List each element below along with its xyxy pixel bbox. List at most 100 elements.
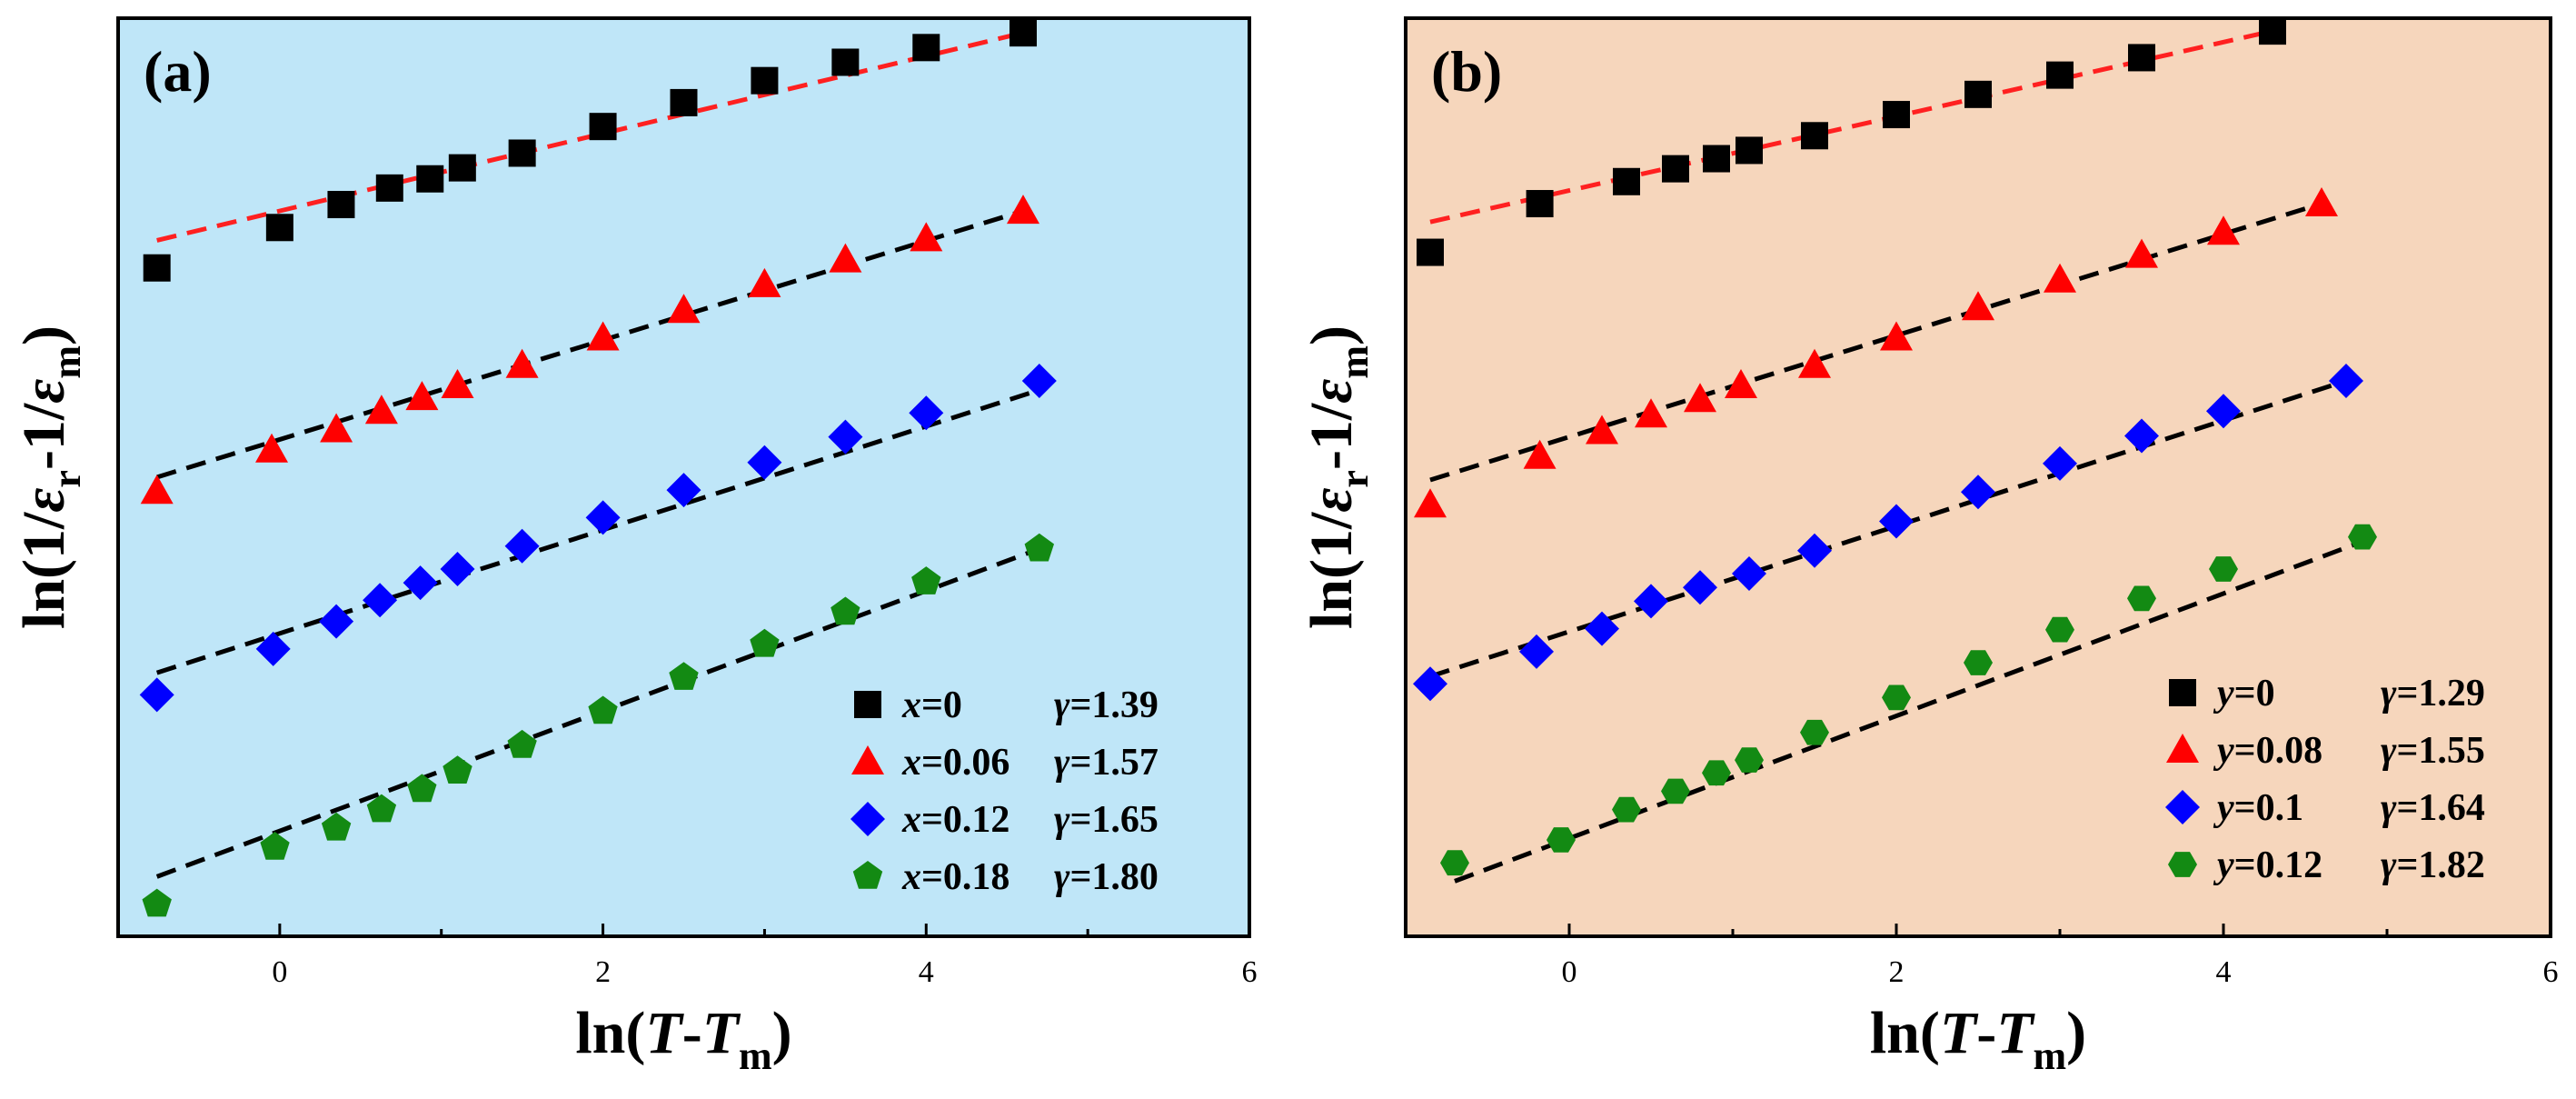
x-title-part: - <box>1976 1000 1996 1066</box>
y-title-part: ln(1/ <box>1298 511 1365 629</box>
y-title-part: ε <box>1298 379 1365 404</box>
legend: x=0 γ=1.39x=0.06 γ=1.57x=0.12 γ=1.65x=0.18 γ… <box>850 684 1159 898</box>
data-point <box>1526 190 1554 218</box>
x-title-part: T <box>645 1000 684 1066</box>
x-title-part: T <box>1996 1000 2035 1066</box>
gamma-value: =1.55 <box>2396 730 2484 772</box>
chart-panel-a: 0 2 4 6(a)x=0 γ=1.39x=0.06 γ=1.57x=0.12 γ=1.65… <box>11 16 1258 1078</box>
data-point <box>407 774 437 803</box>
x-axis-title: ln(T-Tm) <box>1870 1000 2086 1078</box>
data-point <box>831 48 860 76</box>
data-point <box>669 662 699 690</box>
legend-entry-label: y=0 <box>2213 673 2275 714</box>
data-point <box>265 214 293 242</box>
data-point <box>1613 167 1640 195</box>
data-point <box>255 433 288 463</box>
data-point <box>1880 321 1913 351</box>
data-point <box>2206 394 2241 429</box>
gamma-value: =1.39 <box>1069 684 1158 726</box>
data-point <box>1519 634 1554 669</box>
x-tick-label: 6 <box>2543 955 2559 989</box>
plot-frame <box>1404 16 2552 938</box>
data-point <box>1798 348 1831 378</box>
gamma-symbol: γ <box>2381 730 2397 772</box>
gamma-symbol: γ <box>2381 787 2397 829</box>
data-point <box>139 677 174 713</box>
series-4 <box>1440 524 2377 884</box>
plot-frame <box>116 16 1251 938</box>
x-title-subscript: m <box>2034 1034 2067 1078</box>
y-title-part: ε <box>11 379 77 404</box>
data-point <box>1683 570 1717 605</box>
data-point <box>143 254 171 282</box>
data-point <box>1882 684 1911 711</box>
gamma-symbol: γ <box>2381 844 2397 886</box>
data-point <box>1586 415 1618 445</box>
data-point <box>364 395 398 425</box>
data-point <box>440 552 475 586</box>
y-title-part: ) <box>11 325 77 345</box>
legend-entry-label: y=0.08 <box>2213 730 2322 772</box>
data-point <box>748 267 781 297</box>
data-point <box>2044 263 2076 293</box>
data-point <box>909 395 944 431</box>
data-point <box>2045 616 2074 643</box>
legend-gamma: γ=1.55 <box>2381 730 2485 772</box>
legend-gamma: γ=1.39 <box>1054 684 1159 726</box>
data-point <box>405 381 439 411</box>
data-point <box>586 321 620 351</box>
legend-entry-label: x=0.12 <box>901 799 1010 841</box>
data-point <box>1634 584 1668 619</box>
panel-label: (a) <box>144 39 212 104</box>
x-title-part: ) <box>2066 1000 2086 1066</box>
data-point <box>1417 238 1444 266</box>
legend-value: =0 <box>921 684 962 726</box>
data-point <box>1635 398 1667 428</box>
x-tick-label: 2 <box>1889 955 1905 989</box>
legend-value: =0.12 <box>921 799 1010 841</box>
data-point <box>1801 122 1828 150</box>
data-point <box>1964 650 1993 675</box>
x-axis-title: ln(T-Tm) <box>575 1000 791 1078</box>
y-title-subscript: m <box>1332 345 1377 379</box>
data-point <box>1797 533 1832 568</box>
legend-marker <box>2165 790 2200 824</box>
data-point <box>1662 155 1689 183</box>
data-point <box>2348 524 2377 550</box>
legend-gamma: γ=1.82 <box>2381 844 2485 886</box>
y-title-part: -1/ <box>11 402 77 470</box>
data-point <box>1612 796 1641 823</box>
data-point <box>667 294 701 324</box>
data-point <box>1962 291 1994 321</box>
x-tick-label: 4 <box>919 955 934 989</box>
x-tick-label: 6 <box>1242 955 1258 989</box>
data-point <box>2209 556 2238 582</box>
data-point <box>320 413 353 443</box>
x-tick-label: 0 <box>272 955 287 989</box>
series-3 <box>1413 364 2363 702</box>
data-point <box>1661 778 1690 804</box>
legend-gamma: γ=1.65 <box>1054 799 1159 841</box>
gamma-symbol: γ <box>2381 673 2397 714</box>
data-point <box>830 596 860 625</box>
data-point <box>507 729 537 758</box>
data-point <box>1024 533 1054 562</box>
gamma-value: =1.80 <box>1069 856 1158 898</box>
data-point <box>448 154 476 182</box>
data-point <box>363 583 398 618</box>
data-point <box>142 888 172 917</box>
data-point <box>1021 364 1057 398</box>
legend-variable: x <box>901 684 921 726</box>
y-title-part: ln(1/ <box>11 511 77 629</box>
x-title-subscript: m <box>739 1034 772 1078</box>
data-point <box>1703 145 1730 173</box>
data-point <box>2046 61 2074 89</box>
y-title-part: ) <box>1298 325 1365 345</box>
legend-entry-label: x=0.06 <box>901 742 1010 784</box>
legend-entry-label: y=0.12 <box>2213 844 2322 886</box>
data-point <box>829 243 862 273</box>
gamma-symbol: γ <box>1054 856 1070 898</box>
data-point <box>910 222 943 252</box>
x-title-part: T <box>702 1000 741 1066</box>
